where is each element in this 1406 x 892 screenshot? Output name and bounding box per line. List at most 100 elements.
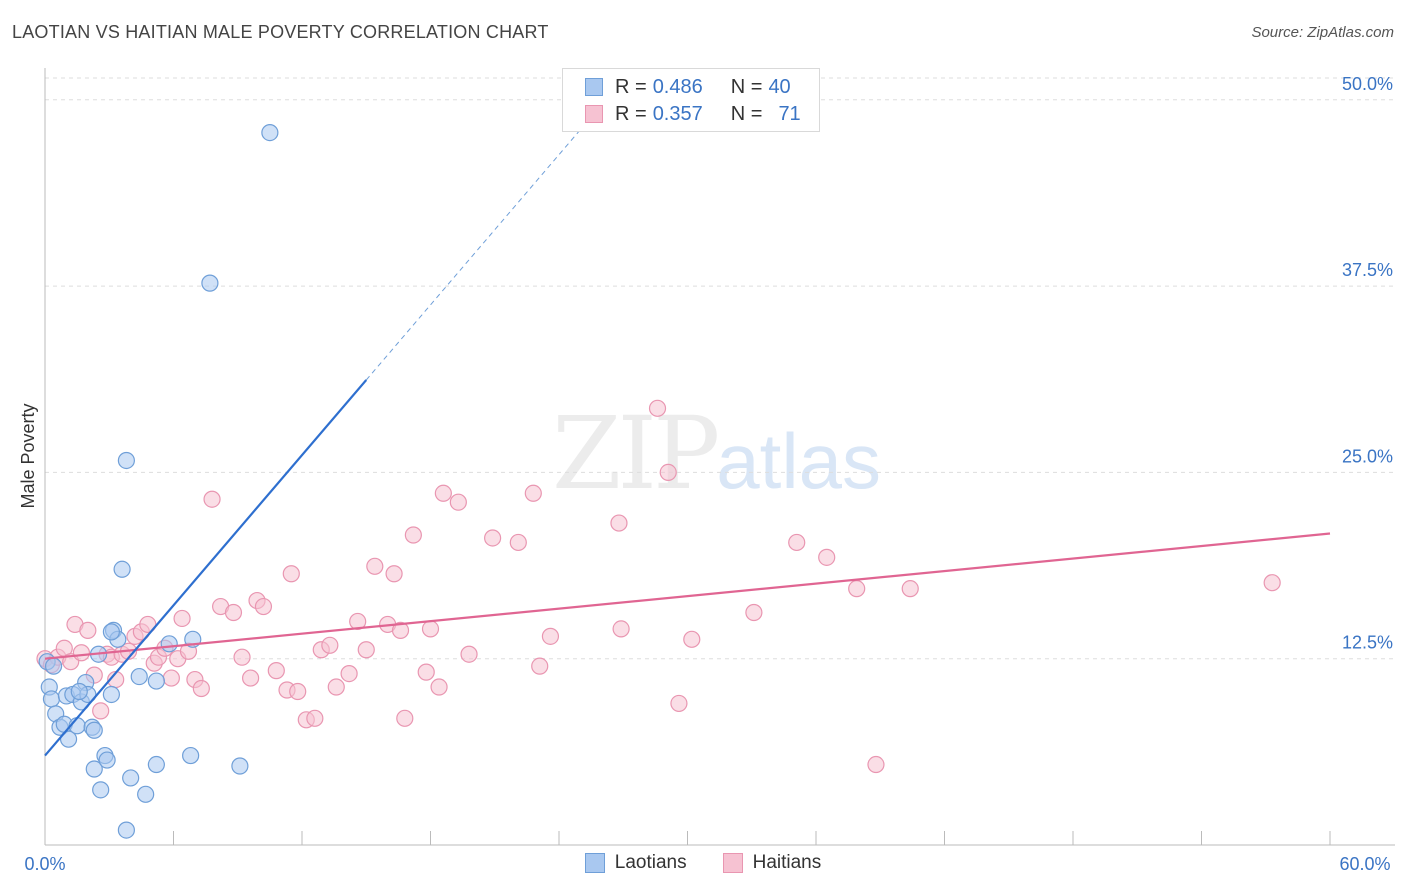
haitian-point (254, 597, 273, 616)
r-value: 0.357 (652, 102, 703, 125)
legend-item-laotians[interactable]: Laotians (584, 852, 687, 874)
haitian-point (282, 565, 300, 583)
laotian-point (98, 751, 116, 769)
haitian-point (848, 580, 866, 598)
haitian-point (162, 669, 180, 687)
haitian-point (430, 678, 448, 696)
y-tick-label: 50.0% (1342, 74, 1393, 94)
haitian-point (267, 662, 285, 680)
laotian-trend-line (44, 379, 368, 757)
haitian-point (79, 621, 97, 639)
haitian-point (460, 645, 478, 663)
watermark-atlas: atlas (716, 417, 882, 505)
y-tick-label: 25.0% (1342, 446, 1393, 466)
haitian-point (224, 603, 243, 622)
haitian-point (610, 514, 628, 532)
source-label: Source: ZipAtlas.com (1251, 24, 1394, 41)
haitian-point (901, 580, 919, 598)
y-tick-label: 37.5% (1342, 260, 1393, 280)
x-tick-label: 0.0% (24, 854, 65, 874)
series-legend: Laotians Haitians (0, 852, 1406, 874)
haitian-point (509, 533, 527, 552)
laotian-point (85, 760, 103, 778)
n-value: 40 (768, 75, 791, 98)
laotian-point (182, 746, 200, 765)
laotian-point (102, 623, 120, 641)
haitian-point (203, 490, 221, 508)
laotian-point (92, 781, 110, 799)
correlation-legend: R = 0.486 N = 40 R = 0.357 N = 71 (562, 68, 820, 132)
axis-labels: 12.5% 25.0% 37.5% 50.0% 0.0% 60.0% Male Povert… (18, 74, 1393, 874)
haitian-point (173, 609, 191, 628)
haitian-point (357, 641, 375, 659)
watermark-zip: ZIP (552, 395, 720, 512)
x-tick-label: 60.0% (1339, 854, 1390, 874)
haitian-point (192, 679, 210, 698)
y-tick-label: 12.5% (1342, 633, 1393, 653)
haitian-point (92, 702, 110, 720)
laotian-swatch (585, 78, 603, 96)
haitian-point (867, 755, 885, 774)
chart-title: LAOTIAN VS HAITIAN MALE POVERTY CORRELAT… (12, 22, 549, 42)
r-label: R = (615, 75, 647, 98)
haitian-point (404, 526, 422, 544)
laotian-point (122, 769, 140, 787)
haitian-point (541, 627, 560, 645)
laotian-point (160, 635, 178, 653)
haitian-point (818, 548, 836, 566)
haitian-point (321, 636, 339, 654)
haitian-point (340, 665, 358, 683)
n-value: 71 (778, 102, 801, 125)
n-label: N = (730, 75, 763, 98)
laotian-point (201, 274, 219, 292)
haitian-point (648, 399, 667, 417)
haitian-points (36, 399, 1281, 774)
trend-lines (44, 116, 1331, 757)
laotian-point (59, 730, 78, 748)
laotian-point (113, 560, 131, 578)
laotian-point (147, 672, 165, 690)
haitian-point (524, 484, 542, 502)
laotian-point (137, 785, 155, 803)
laotian-point (261, 123, 279, 142)
watermark: ZIPatlas (552, 395, 881, 512)
axes (44, 68, 1395, 846)
haitian-point (434, 484, 452, 502)
haitian-point (385, 565, 403, 583)
haitian-point (396, 709, 414, 727)
haitian-point (306, 709, 324, 727)
grid-lines (45, 77, 1395, 660)
haitian-point (289, 682, 307, 701)
r-label: R = (615, 102, 647, 125)
legend-label: Laotians (614, 852, 687, 873)
haitian-point (233, 648, 251, 666)
haitian-point (531, 657, 549, 675)
haitian-point (242, 669, 260, 687)
laotian-swatch (584, 853, 605, 873)
haitian-point (788, 533, 806, 552)
haitian-point (449, 493, 467, 511)
haitian-point (612, 620, 630, 638)
laotian-point (130, 667, 148, 686)
haitian-point (659, 463, 677, 482)
legend-row-laotian: R = 0.486 N = 40 (585, 75, 797, 99)
laotian-points (38, 123, 279, 839)
haitian-point (421, 620, 440, 638)
haitian-point (1263, 574, 1281, 592)
laotian-trend-extension (365, 116, 592, 381)
laotian-point (42, 690, 61, 708)
y-axis-title: Male Poverty (18, 403, 38, 508)
haitian-point (72, 644, 91, 662)
legend-label: Haitians (752, 852, 822, 873)
legend-item-haitians[interactable]: Haitians (722, 852, 822, 874)
laotian-point (44, 657, 63, 675)
laotian-point (231, 757, 249, 775)
haitian-point (670, 694, 688, 713)
laotian-point (70, 682, 88, 701)
laotian-point (117, 821, 135, 839)
laotian-point (85, 721, 103, 739)
legend-row-haitian: R = 0.357 N = 71 (585, 102, 807, 126)
laotian-point (102, 685, 120, 704)
n-label: N = (730, 102, 763, 125)
haitian-point (417, 663, 435, 681)
